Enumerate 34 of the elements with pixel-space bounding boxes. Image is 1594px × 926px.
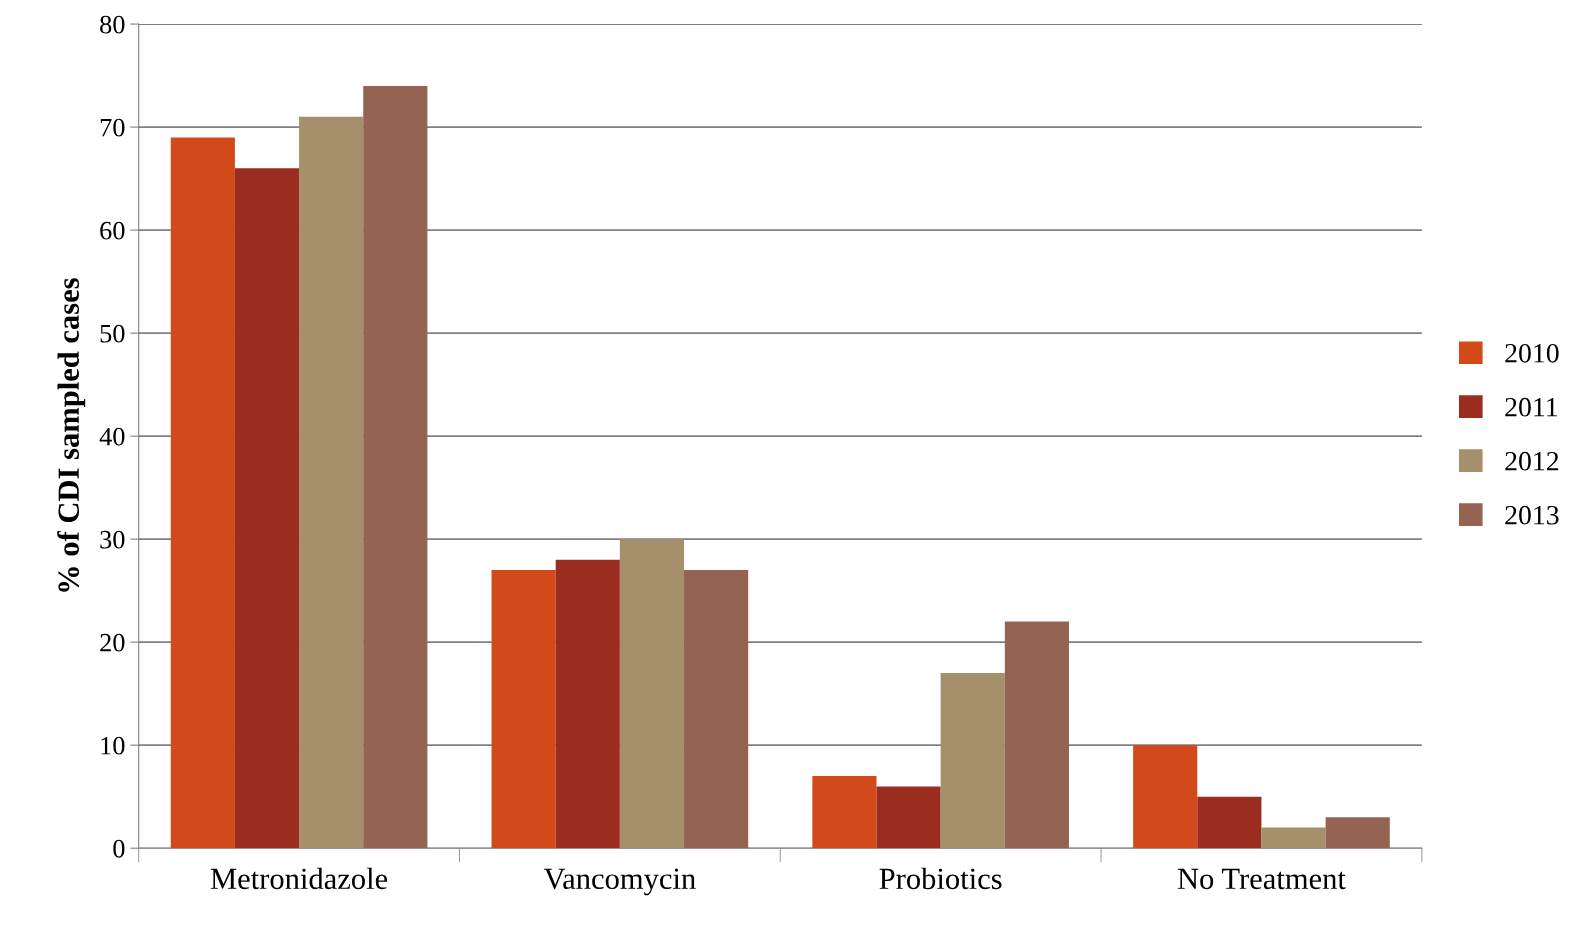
legend-label: 2010 xyxy=(1505,343,1559,363)
y-tick-label: 70 xyxy=(100,118,125,137)
bar xyxy=(940,673,1005,849)
bar xyxy=(684,570,749,849)
bar xyxy=(234,168,300,849)
bar xyxy=(1325,817,1390,849)
x-tick-label: Metronidazole xyxy=(210,867,388,890)
y-tick-label: 30 xyxy=(100,530,125,549)
bar xyxy=(1197,796,1262,849)
y-tick-label: 60 xyxy=(100,221,125,240)
y-tick-label: 10 xyxy=(101,736,125,755)
x-tick-label: Vancomycin xyxy=(543,868,696,896)
legend-label: 2012 xyxy=(1505,451,1559,471)
x-tick-label: Probiotics xyxy=(879,867,1002,890)
y-tick-label: 20 xyxy=(100,633,125,652)
y-tick-label: 80 xyxy=(100,15,125,34)
x-tick-label: No Treatment xyxy=(1177,868,1346,890)
bar xyxy=(555,559,620,849)
bar xyxy=(363,85,428,849)
bar xyxy=(876,786,941,849)
bar xyxy=(170,137,235,849)
bar xyxy=(812,776,877,849)
bar xyxy=(299,116,364,849)
y-axis-title: % of CDI sampled cases xyxy=(57,278,86,592)
bar xyxy=(1133,745,1198,849)
bar xyxy=(1261,827,1326,849)
bar xyxy=(619,539,685,849)
bar xyxy=(491,570,556,849)
bar xyxy=(1004,621,1069,849)
y-tick-label: 0 xyxy=(113,839,125,858)
legend-label: 2013 xyxy=(1505,505,1559,525)
y-tick-label: 40 xyxy=(99,427,125,446)
legend-label: 2011 xyxy=(1505,397,1557,417)
y-tick-label: 50 xyxy=(100,324,125,343)
